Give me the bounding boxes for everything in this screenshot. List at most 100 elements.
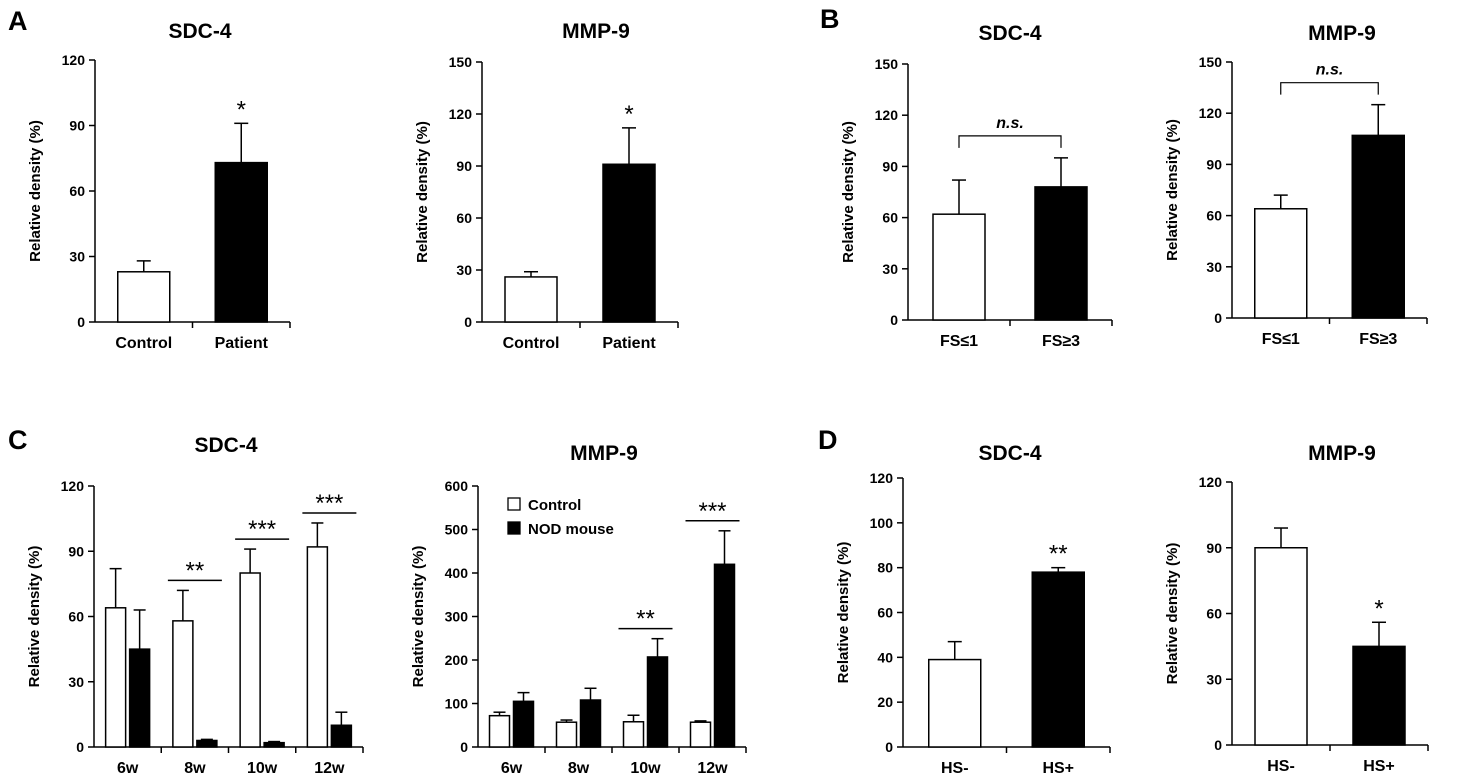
chart-c-mmp9-y-tick-label: 600 (445, 478, 469, 494)
chart-d-mmp9-bar (1352, 645, 1406, 746)
chart-c-mmp9-bar (555, 721, 578, 748)
chart-c-sdc4-y-tick-label: 120 (61, 478, 85, 494)
panel-label-c: C (8, 425, 28, 455)
chart-d-sdc4-title: SDC-4 (978, 442, 1041, 465)
chart-c-sdc4-bar (196, 739, 218, 748)
chart-a-sdc4-significance-label: * (237, 96, 246, 123)
chart-d-sdc4-y-tick-label: 100 (870, 515, 894, 531)
chart-d-mmp9-bar (1254, 547, 1308, 746)
chart-b-mmp9-y-tick-label: 120 (1199, 105, 1223, 121)
chart-a-sdc4-y-tick-label: 60 (69, 183, 85, 199)
chart-d-sdc4-y-axis-label: Relative density (%) (835, 542, 852, 684)
chart-b-sdc4-category-label: FS≤1 (940, 333, 978, 350)
panel-label-b: B (820, 4, 840, 34)
chart-b-mmp9-category-label: FS≤1 (1262, 331, 1300, 348)
chart-d-mmp9-y-tick-label: 90 (1206, 540, 1222, 556)
chart-d-sdc4-bar (1031, 571, 1085, 748)
chart-d-mmp9-y-tick-label: 0 (1214, 737, 1222, 753)
chart-c-sdc4-category-label: 10w (247, 760, 278, 777)
chart-c-sdc4-bar (104, 607, 127, 748)
chart-c-mmp9-group-significance: *** (698, 498, 726, 525)
chart-c-sdc4-y-axis-label: Relative density (%) (26, 546, 43, 688)
chart-c-mmp9-y-tick-label: 100 (445, 696, 469, 712)
chart-c-mmp9-bar (713, 563, 736, 748)
chart-d-sdc4-category-label: HS- (941, 760, 969, 777)
chart-d-mmp9-category-label: HS- (1267, 758, 1295, 775)
chart-b-sdc4-category-label: FS≥3 (1042, 333, 1080, 350)
chart-d-sdc4-y-tick-label: 20 (877, 694, 893, 710)
chart-c-sdc4-y-tick-label: 0 (76, 739, 84, 755)
chart-c-mmp9-legend-swatch (507, 521, 521, 535)
chart-c-mmp9-y-tick-label: 0 (460, 739, 468, 755)
chart-c-mmp9-y-tick-label: 300 (445, 609, 469, 625)
chart-c-mmp9-group-significance: ** (636, 606, 655, 633)
chart-a-sdc4-y-tick-label: 30 (69, 249, 85, 265)
chart-b-mmp9-title: MMP-9 (1308, 22, 1376, 45)
chart-d-sdc4-y-tick-label: 60 (877, 605, 893, 621)
chart-c-mmp9-bar (646, 656, 669, 748)
chart-c-sdc4-bar (128, 648, 151, 748)
chart-c-mmp9-bar (512, 700, 535, 748)
chart-c-sdc4-bar (239, 572, 261, 748)
chart-a-sdc4-y-tick-label: 120 (62, 52, 86, 68)
chart-d-mmp9-y-axis-label: Relative density (%) (1164, 543, 1181, 685)
chart-b-mmp9-bracket-label: n.s. (1316, 62, 1344, 79)
chart-b-sdc4-y-tick-label: 60 (882, 210, 898, 226)
chart-a-mmp9-y-tick-label: 0 (464, 314, 472, 330)
chart-a-sdc4-title: SDC-4 (168, 20, 231, 43)
chart-b-sdc4-y-tick-label: 150 (875, 56, 899, 72)
chart-a-mmp9-title: MMP-9 (562, 20, 630, 43)
chart-c-sdc4-category-label: 8w (184, 760, 206, 777)
chart-a-sdc4-category-label: Control (115, 335, 172, 352)
chart-b-mmp9-y-axis-label: Relative density (%) (1164, 119, 1181, 261)
chart-c-sdc4-bar (306, 546, 329, 748)
chart-a-mmp9-bar (504, 276, 558, 323)
chart-c-mmp9-bar (689, 721, 712, 748)
chart-c-sdc4-y-tick-label: 90 (68, 543, 84, 559)
chart-c-mmp9-category-label: 10w (630, 760, 661, 777)
chart-d-sdc4-y-tick-label: 120 (870, 470, 894, 486)
chart-c-sdc4-bar (172, 620, 194, 748)
chart-b-mmp9-y-tick-label: 60 (1206, 208, 1222, 224)
chart-a-sdc4-bar (214, 161, 268, 323)
chart-a-mmp9-y-axis-label: Relative density (%) (414, 121, 431, 263)
chart-b-mmp9-bar (1254, 208, 1308, 319)
chart-c-sdc4-group-significance: *** (315, 490, 343, 517)
chart-d-mmp9-title: MMP-9 (1308, 442, 1376, 465)
chart-d-sdc4-y-tick-label: 40 (877, 649, 893, 665)
chart-c-mmp9-bar (488, 714, 511, 748)
chart-d-mmp9-significance-label: * (1374, 595, 1383, 622)
chart-c-sdc4-y-tick-label: 30 (68, 674, 84, 690)
chart-d-sdc4-y-tick-label: 80 (877, 560, 893, 576)
chart-a-sdc4-bar (117, 271, 171, 323)
chart-b-mmp9-category-label: FS≥3 (1359, 331, 1397, 348)
chart-c-sdc4-category-label: 12w (314, 760, 345, 777)
chart-b-sdc4-bracket-label: n.s. (996, 115, 1024, 132)
chart-c-mmp9-y-tick-label: 400 (445, 565, 469, 581)
chart-c-sdc4-bar (330, 724, 353, 748)
panel-label-d: D (818, 425, 838, 455)
chart-c-mmp9-y-tick-label: 500 (445, 522, 469, 538)
chart-a-sdc4-y-tick-label: 0 (77, 314, 85, 330)
chart-b-mmp9-bracket (1280, 82, 1379, 95)
chart-a-mmp9-y-tick-label: 30 (456, 262, 472, 278)
chart-c-mmp9-bar (579, 699, 602, 748)
chart-d-mmp9-category-label: HS+ (1363, 758, 1395, 775)
chart-c-mmp9-category-label: 6w (501, 760, 523, 777)
chart-c-sdc4-group-significance: ** (186, 557, 205, 584)
chart-a-mmp9-y-tick-label: 150 (449, 54, 473, 70)
chart-a-mmp9-y-tick-label: 60 (456, 210, 472, 226)
chart-d-sdc4-bar (928, 658, 982, 748)
chart-d-sdc4-y-tick-label: 0 (885, 739, 893, 755)
chart-b-sdc4-title: SDC-4 (978, 22, 1041, 45)
chart-c-mmp9-legend-label: Control (528, 497, 581, 514)
chart-c-sdc4-group-significance: *** (248, 516, 276, 543)
chart-d-mmp9-y-tick-label: 60 (1206, 606, 1222, 622)
chart-d-mmp9-y-tick-label: 120 (1199, 474, 1223, 490)
chart-d-sdc4-significance-label: ** (1049, 541, 1068, 568)
chart-d-sdc4-category-label: HS+ (1042, 760, 1074, 777)
chart-b-mmp9-y-tick-label: 150 (1199, 54, 1223, 70)
chart-a-mmp9-significance-label: * (624, 101, 633, 128)
chart-b-sdc4-y-tick-label: 0 (890, 312, 898, 328)
